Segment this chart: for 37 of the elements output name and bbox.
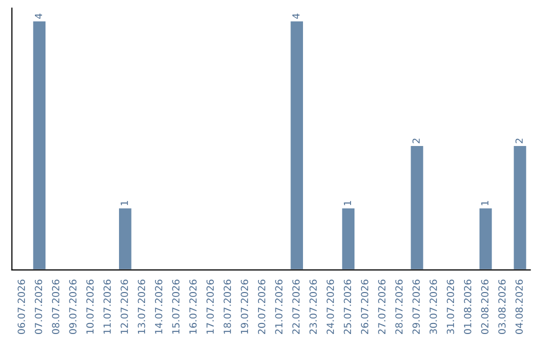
x-tick-label: 01.08.2026	[464, 280, 472, 334]
data-label: 1	[120, 200, 128, 206]
x-tick-label: 06.07.2026	[18, 280, 25, 334]
x-tick-label: 16.07.2026	[189, 280, 197, 334]
x-tick-label: 28.07.2026	[395, 280, 403, 334]
x-tick-label: 03.08.2026	[498, 280, 506, 334]
x-tick-label: 15.07.2026	[172, 280, 180, 334]
x-tick-label: 20.07.2026	[258, 280, 266, 334]
x-tick-label: 29.07.2026	[412, 280, 420, 334]
x-tick-label: 19.07.2026	[240, 280, 248, 334]
x-tick-label: 22.07.2026	[292, 280, 300, 334]
x-tick-label: 07.07.2026	[34, 280, 42, 334]
x-tick-label: 13.07.2026	[138, 280, 146, 334]
x-tick-label: 11.07.2026	[103, 280, 111, 334]
x-tick-label: 23.07.2026	[309, 280, 317, 334]
data-label: 1	[344, 200, 352, 206]
data-label: 1	[481, 200, 488, 206]
x-tick-label: 08.07.2026	[52, 280, 60, 334]
x-tick-label: 14.07.2026	[154, 280, 162, 334]
x-tick-label: 25.07.2026	[344, 280, 352, 334]
x-tick-label: 31.07.2026	[446, 280, 454, 334]
x-tick-label: 09.07.2026	[69, 280, 76, 334]
x-tick-label: 02.08.2026	[481, 280, 488, 334]
x-tick-label: 04.08.2026	[515, 280, 523, 334]
x-tick-label: 30.07.2026	[430, 280, 437, 334]
x-tick-label: 24.07.2026	[326, 280, 334, 334]
x-tick-label: 27.07.2026	[378, 280, 386, 334]
x-tick-label: 10.07.2026	[86, 280, 94, 334]
data-label: 2	[515, 138, 523, 144]
data-label: 2	[412, 138, 420, 144]
data-label: 4	[34, 14, 42, 19]
x-tick-label: 12.07.2026	[120, 280, 128, 334]
data-label: 4	[292, 14, 300, 19]
x-tick-label: 18.07.2026	[224, 280, 231, 334]
x-tick-label: 17.07.2026	[206, 280, 214, 334]
x-tick-label: 26.07.2026	[360, 280, 368, 334]
x-tick-label: 21.07.2026	[275, 280, 282, 334]
